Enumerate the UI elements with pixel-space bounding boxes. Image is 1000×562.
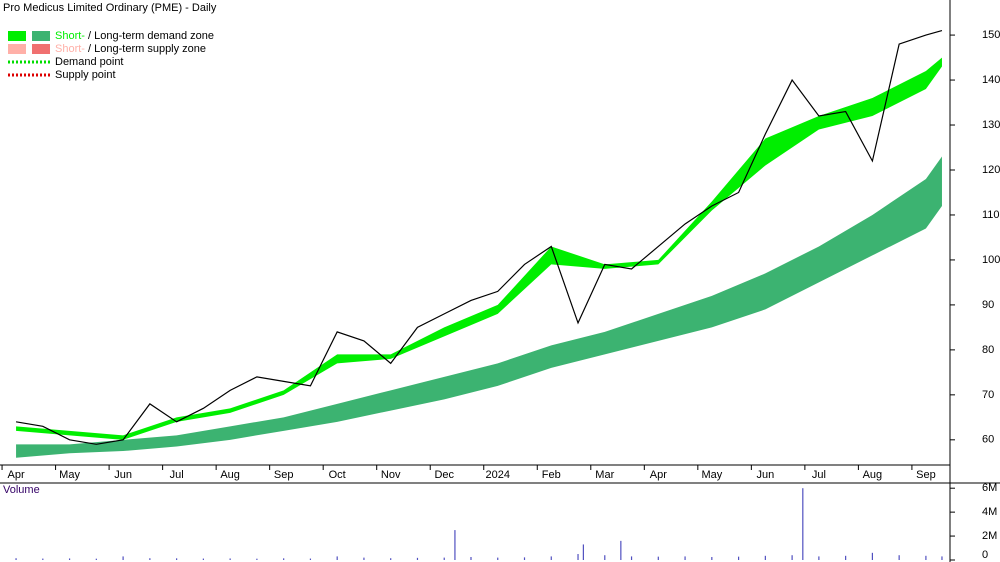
x-tick-label: Jul [170, 469, 184, 481]
x-tick-label: Jun [756, 469, 774, 481]
y-tick-label: 130 [982, 119, 1000, 131]
x-tick-label: Sep [274, 469, 294, 481]
legend-swatch [8, 31, 26, 41]
legend-text: Long-term demand zone [94, 30, 214, 42]
x-tick-label: Nov [381, 469, 401, 481]
legend-label: Short- / Long-term demand zone [55, 30, 214, 42]
legend-text: Short- [55, 30, 85, 42]
x-tick-label: Mar [595, 469, 614, 481]
y-tick-label: 120 [982, 164, 1000, 176]
volume-title: Volume [3, 484, 40, 496]
y-tick-label: 2M [982, 530, 997, 542]
y-tick-label: 6M [982, 482, 997, 494]
y-tick-label: 80 [982, 344, 994, 356]
y-tick-label: 150 [982, 29, 1000, 41]
x-tick-label: Aug [863, 469, 883, 481]
x-tick-label: Jul [812, 469, 826, 481]
legend-swatch [32, 44, 50, 54]
legend-text: / [85, 43, 94, 55]
chart-title: Pro Medicus Limited Ordinary (PME) - Dai… [3, 2, 217, 14]
x-tick-label: Aug [220, 469, 240, 481]
y-tick-label: 100 [982, 254, 1000, 266]
x-tick-label: Apr [7, 469, 24, 481]
y-tick-label: 4M [982, 506, 997, 518]
legend-swatch [32, 31, 50, 41]
y-tick-label: 70 [982, 389, 994, 401]
long-term-zone [16, 156, 942, 458]
legend-text: / [85, 30, 94, 42]
x-tick-label: Apr [650, 469, 667, 481]
x-tick-label: Dec [434, 469, 454, 481]
x-tick-label: May [59, 469, 80, 481]
legend-text: Short- [55, 43, 85, 55]
x-tick-label: Feb [542, 469, 561, 481]
legend-text: Long-term supply zone [94, 43, 206, 55]
y-tick-label: 90 [982, 299, 994, 311]
x-tick-label: Oct [329, 469, 346, 481]
price-line [15, 30, 943, 445]
y-tick-label: 110 [982, 209, 1000, 221]
legend-label: Demand point [55, 56, 124, 68]
x-tick-label: Sep [916, 469, 936, 481]
y-tick-label: 60 [982, 434, 994, 446]
y-tick-label: 0 [982, 549, 988, 561]
x-tick-label: 2024 [486, 469, 510, 481]
legend-swatch [8, 44, 26, 54]
x-tick-label: May [701, 469, 722, 481]
legend-label: Supply point [55, 69, 116, 81]
x-tick-label: Jun [114, 469, 132, 481]
legend-label: Short- / Long-term supply zone [55, 43, 206, 55]
y-tick-label: 140 [982, 74, 1000, 86]
